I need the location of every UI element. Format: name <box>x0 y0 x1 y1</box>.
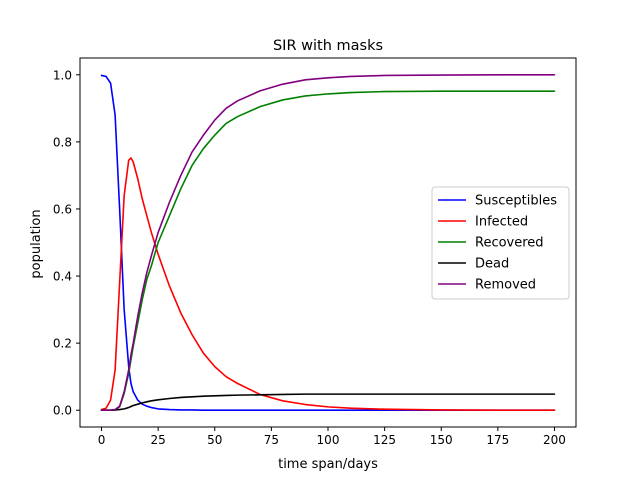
y-tick-label: 1.0 <box>53 68 72 82</box>
x-tick-label: 75 <box>264 433 279 447</box>
legend-label-removed: Removed <box>475 278 536 293</box>
y-axis-label: population <box>29 209 44 278</box>
x-tick-label: 150 <box>430 433 453 447</box>
x-tick-label: 25 <box>150 433 165 447</box>
x-tick-label: 175 <box>486 433 509 447</box>
x-tick-label: 0 <box>98 433 106 447</box>
y-tick-label: 0.2 <box>53 337 72 351</box>
y-tick-label: 0.4 <box>53 270 72 284</box>
x-axis-label: time span/days <box>278 457 378 472</box>
axes: 0 25 50 75 100 125 150 175 200 0.0 0.2 0.4 0.6 0.8 1.0 <box>53 57 577 447</box>
series-line-infected <box>100 157 556 412</box>
x-tick-label: 50 <box>207 433 222 447</box>
x-tick-label: 100 <box>317 433 340 447</box>
series-line-susceptibles <box>100 74 556 412</box>
x-tick-label: 200 <box>543 433 566 447</box>
y-tick-label: 0.0 <box>53 404 72 418</box>
chart-title: SIR with masks <box>273 38 383 54</box>
legend-label-infected: Infected <box>475 215 528 230</box>
y-tick-label: 0.8 <box>53 135 72 149</box>
legend: Susceptibles Infected Recovered Dead Removed <box>431 186 570 300</box>
legend-label-dead: Dead <box>475 257 509 272</box>
plot-area <box>100 73 556 412</box>
x-tick-label: 125 <box>373 433 396 447</box>
y-tick-label: 0.6 <box>53 202 72 216</box>
legend-label-susceptibles: Susceptibles <box>475 194 557 209</box>
legend-label-recovered: Recovered <box>475 236 544 251</box>
series-line-dead <box>100 393 556 412</box>
legend-box <box>431 186 570 300</box>
series-line-removed <box>100 73 556 412</box>
